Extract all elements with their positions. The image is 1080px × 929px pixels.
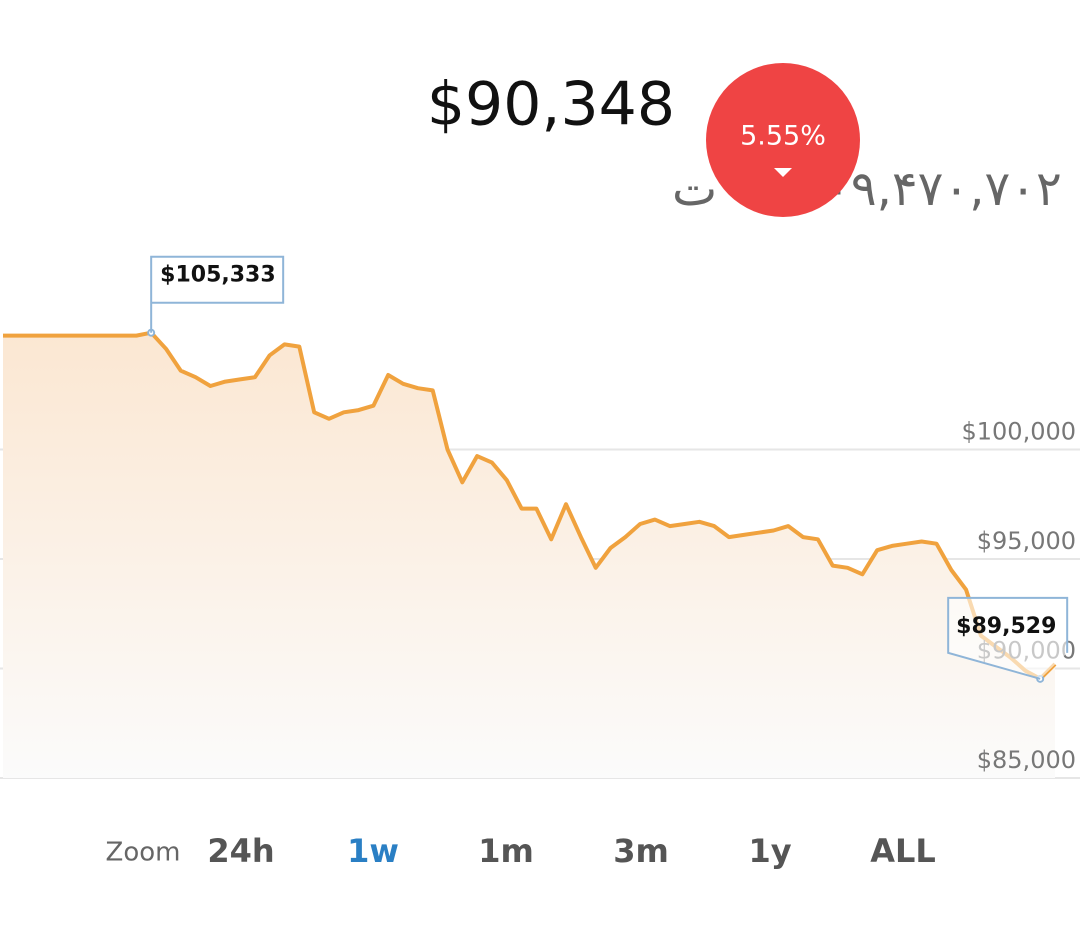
y-tick-label: $85,000 <box>977 746 1076 774</box>
y-tick-label: $95,000 <box>977 527 1076 555</box>
zoom-label: Zoom <box>106 838 181 868</box>
annotation-box <box>150 255 285 333</box>
change-badge <box>706 63 860 217</box>
annotation-label: $89,529 <box>956 614 1056 639</box>
annotation-label: $105,333 <box>160 263 276 288</box>
annotation-box <box>947 596 1069 680</box>
change-percent: 5.55% <box>740 121 826 152</box>
price-line <box>3 330 1057 681</box>
zoom-option[interactable]: 1y <box>748 832 791 870</box>
zoom-option[interactable]: 1m <box>478 832 534 870</box>
area <box>3 332 1055 778</box>
zoom-option[interactable]: 24h <box>207 832 274 870</box>
price: $90,348 <box>427 70 675 140</box>
down-arrow <box>774 168 792 177</box>
zoom-option[interactable]: 3m <box>613 832 669 870</box>
zoom-option[interactable]: ALL <box>870 832 936 870</box>
y-tick-label: $100,000 <box>961 418 1076 446</box>
zoom-option[interactable]: 1w <box>347 832 399 870</box>
